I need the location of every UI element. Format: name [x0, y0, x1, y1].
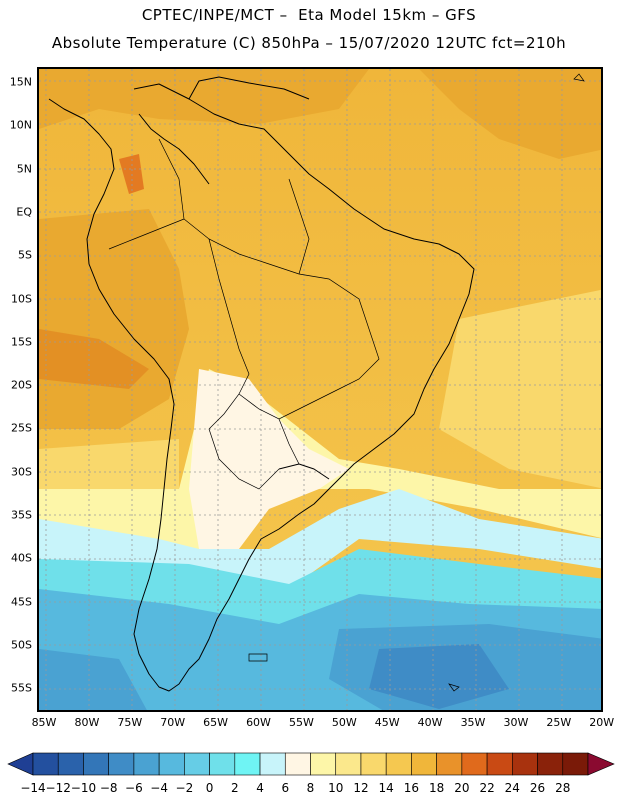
longitude-label: 25W [546, 716, 572, 729]
islands [248, 73, 585, 692]
latitude-label: 30S [11, 465, 32, 479]
legend-tick-label: 16 [403, 781, 420, 795]
latitude-label: 10N [9, 118, 32, 132]
legend-swatch [411, 752, 437, 776]
legend-swatch [209, 752, 236, 776]
legend-tick-label: 24 [504, 781, 520, 795]
cream-band [189, 369, 349, 549]
hot-spot-pacific [39, 329, 149, 389]
legend-tick-label: −2 [175, 781, 194, 795]
legend-swatch [57, 752, 84, 776]
longitude-label: 40W [417, 716, 443, 729]
latitude-label: 5S [18, 248, 32, 262]
legend-tick-label: 20 [454, 781, 470, 795]
coastlines [48, 76, 475, 692]
longitude-label: 55W [288, 716, 314, 729]
legend-swatch [486, 752, 513, 776]
color-legend [7, 752, 615, 776]
coast-detail [138, 113, 210, 185]
legend-tick-label: −14 [20, 781, 46, 795]
legend-tick-label: 18 [428, 781, 445, 795]
chart-subtitle: Absolute Temperature (C) 850hPa – 15/07/… [51, 34, 567, 52]
longitude-label: 35W [460, 716, 486, 729]
longitude-label: 45W [374, 716, 400, 729]
legend-swatch [562, 752, 589, 776]
legend-min-arrow [7, 752, 34, 776]
legend-swatch [83, 752, 109, 776]
legend-tick-label: 22 [479, 781, 495, 795]
latitude-label: 5N [16, 162, 32, 176]
legend-tick-label: 2 [230, 781, 239, 795]
latitude-label: 55S [11, 681, 32, 695]
legend-swatch [133, 752, 160, 776]
latitude-label: 20S [11, 378, 32, 392]
national-borders [108, 138, 380, 490]
legend-swatch [335, 752, 362, 776]
latitude-label: EQ [16, 205, 32, 219]
legend-tick-label: 10 [328, 781, 344, 795]
hot-spot-andes [119, 154, 144, 194]
latitude-label: 50S [11, 638, 32, 652]
mild-zone-east [439, 289, 601, 489]
latitude-label: 10S [11, 292, 32, 305]
legend-swatch [537, 752, 564, 776]
legend-tick-label: 0 [205, 781, 214, 795]
caribbean-coast [188, 76, 310, 100]
legend-swatch [108, 752, 135, 776]
cold-zone-west [39, 649, 147, 710]
longitude-label: 75W [117, 716, 143, 729]
longitude-label: 70W [160, 716, 186, 729]
legend-tick-label: 4 [256, 781, 264, 795]
latitude-label: 25S [11, 421, 32, 435]
south-america-coast [48, 83, 475, 692]
legend-swatch [512, 752, 538, 776]
legend-swatch [158, 752, 185, 776]
legend-tick-label: 28 [555, 781, 571, 795]
longitude-label: 65W [203, 716, 229, 729]
latitude-label: 40S [11, 551, 32, 565]
legend-swatch [360, 752, 387, 776]
legend-tick-label: −12 [45, 781, 71, 795]
legend-tick-label: −6 [125, 781, 143, 795]
latitude-label: 15S [11, 335, 32, 349]
map-grid [39, 69, 601, 710]
uruguay-coast [278, 463, 330, 480]
legend-swatch [259, 752, 286, 776]
warm-zone-east [419, 69, 601, 159]
temperature-map[interactable] [37, 67, 603, 712]
longitude-label: 50W [331, 716, 357, 729]
longitude-label: 85W [31, 716, 57, 729]
legend-max-arrow [587, 752, 615, 776]
chart-title: CPTEC/INPE/MCT – Eta Model 15km – GFS [141, 6, 477, 24]
legend-swatch [436, 752, 463, 776]
cold-core [369, 644, 509, 709]
latitude-label: 15N [9, 75, 32, 89]
latitude-label: 45S [11, 595, 32, 609]
legend-swatch [184, 752, 210, 776]
longitude-label: 20W [589, 716, 615, 729]
legend-swatch [284, 752, 311, 776]
longitude-label: 60W [246, 716, 271, 729]
legend-swatch [32, 752, 59, 776]
map-canvas [39, 69, 601, 710]
legend-tick-label: −10 [70, 781, 97, 795]
longitude-label: 30W [503, 716, 529, 729]
legend-tick-label: −8 [99, 781, 118, 795]
legend-tick-label: 12 [353, 781, 369, 795]
legend-tick-label: 26 [529, 781, 546, 795]
legend-swatch [234, 752, 261, 776]
legend-tick-label: 6 [281, 781, 290, 795]
warm-zone-north [39, 69, 369, 129]
legend-swatch [385, 752, 412, 776]
legend-swatch [310, 752, 337, 776]
legend-tick-label: −4 [150, 781, 168, 795]
legend-tick-label: 8 [306, 781, 315, 795]
legend-swatch [461, 752, 488, 776]
legend-tick-label: 14 [378, 781, 394, 795]
longitude-label: 80W [74, 716, 100, 729]
latitude-label: 35S [11, 508, 32, 522]
